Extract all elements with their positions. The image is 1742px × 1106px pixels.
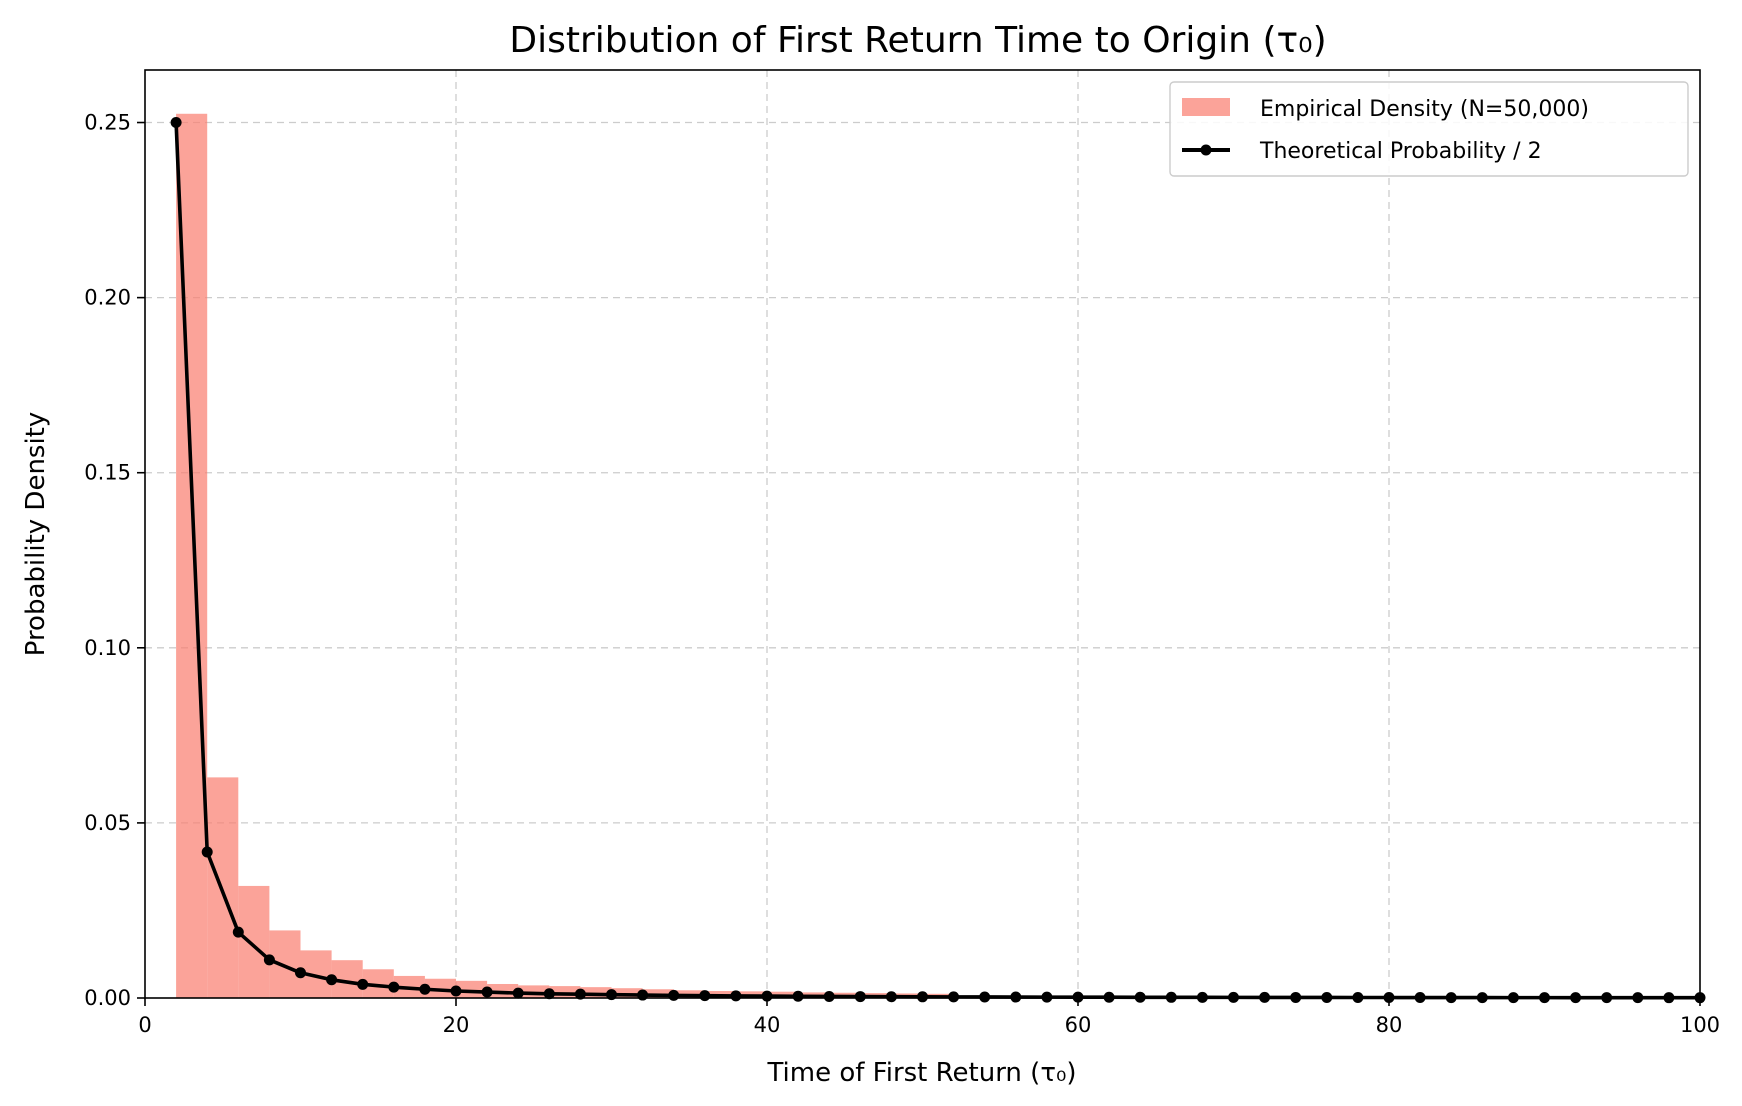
theoretical-line-path bbox=[174, 122, 1700, 1000]
theoretical-point bbox=[232, 926, 244, 938]
theoretical-point bbox=[388, 981, 400, 993]
theoretical-point bbox=[1041, 991, 1053, 1003]
theoretical-point bbox=[699, 990, 711, 1002]
theoretical-point bbox=[512, 987, 524, 999]
theoretical-point bbox=[637, 989, 649, 1001]
theoretical-point bbox=[170, 117, 182, 129]
y-axis-ticks: 0.00 0.05 0.10 0.15 0.20 0.25 bbox=[84, 111, 145, 1010]
histogram-bar bbox=[456, 980, 488, 998]
legend-label-theoretical: Theoretical Probability / 2 bbox=[1259, 139, 1542, 164]
y-tick-label: 0.20 bbox=[84, 286, 131, 310]
legend-label-empirical: Empirical Density (N=50,000) bbox=[1260, 97, 1589, 122]
theoretical-point bbox=[201, 846, 213, 858]
theoretical-point bbox=[574, 988, 586, 1000]
histogram-bar bbox=[269, 930, 301, 998]
plot-frame bbox=[144, 69, 1701, 999]
x-tick-label: 100 bbox=[1680, 1013, 1720, 1037]
legend-marker-theoretical bbox=[1200, 144, 1212, 156]
theoretical-point bbox=[668, 989, 680, 1001]
y-tick-label: 0.10 bbox=[84, 636, 131, 660]
theoretical-point bbox=[1010, 991, 1022, 1003]
theoretical-point bbox=[450, 985, 462, 997]
x-tick-label: 40 bbox=[754, 1013, 781, 1037]
legend: Empirical Density (N=50,000) Theoretical… bbox=[1169, 81, 1689, 177]
y-tick-label: 0.15 bbox=[84, 461, 131, 485]
theoretical-point bbox=[885, 991, 897, 1003]
y-tick-label: 0.25 bbox=[84, 111, 131, 135]
theoretical-point bbox=[854, 991, 866, 1003]
histogram-bar bbox=[549, 986, 581, 998]
theoretical-point bbox=[263, 954, 275, 966]
theoretical-point bbox=[543, 988, 555, 1000]
x-axis-ticks: 0 20 40 60 80 100 bbox=[138, 998, 1720, 1037]
legend-box bbox=[1169, 81, 1689, 177]
y-tick-label: 0.05 bbox=[84, 811, 131, 835]
theoretical-point bbox=[1072, 991, 1084, 1003]
theoretical-line bbox=[170, 117, 1706, 1004]
theoretical-point bbox=[948, 991, 960, 1003]
grid-lines bbox=[145, 70, 1700, 998]
theoretical-point bbox=[326, 974, 338, 986]
x-tick-label: 0 bbox=[138, 1013, 151, 1037]
x-tick-label: 60 bbox=[1065, 1013, 1092, 1037]
histogram-bars bbox=[176, 113, 954, 999]
theoretical-point bbox=[979, 991, 991, 1003]
chart-title: Distribution of First Return Time to Ori… bbox=[509, 20, 1326, 61]
theoretical-point bbox=[792, 990, 804, 1002]
theoretical-point bbox=[481, 986, 493, 998]
theoretical-point bbox=[730, 990, 742, 1002]
x-tick-label: 80 bbox=[1376, 1013, 1403, 1037]
theoretical-point bbox=[823, 990, 835, 1002]
histogram-bar bbox=[580, 987, 612, 998]
legend-swatch-empirical bbox=[1182, 98, 1230, 116]
theoretical-point bbox=[295, 967, 306, 979]
histogram-bar bbox=[238, 885, 270, 998]
theoretical-point bbox=[761, 990, 773, 1002]
y-tick-label: 0.00 bbox=[84, 986, 131, 1010]
y-axis-label: Probability Density bbox=[21, 412, 51, 657]
theoretical-point bbox=[419, 983, 431, 995]
x-axis-label: Time of First Return (τ₀) bbox=[766, 1058, 1076, 1088]
x-tick-label: 20 bbox=[443, 1013, 470, 1037]
theoretical-point bbox=[357, 978, 369, 990]
theoretical-point bbox=[917, 991, 928, 1003]
